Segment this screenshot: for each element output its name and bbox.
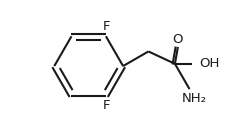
Text: OH: OH xyxy=(200,57,220,70)
Text: O: O xyxy=(172,33,183,45)
Text: F: F xyxy=(103,20,111,33)
Text: F: F xyxy=(103,99,111,112)
Text: NH₂: NH₂ xyxy=(181,92,206,105)
